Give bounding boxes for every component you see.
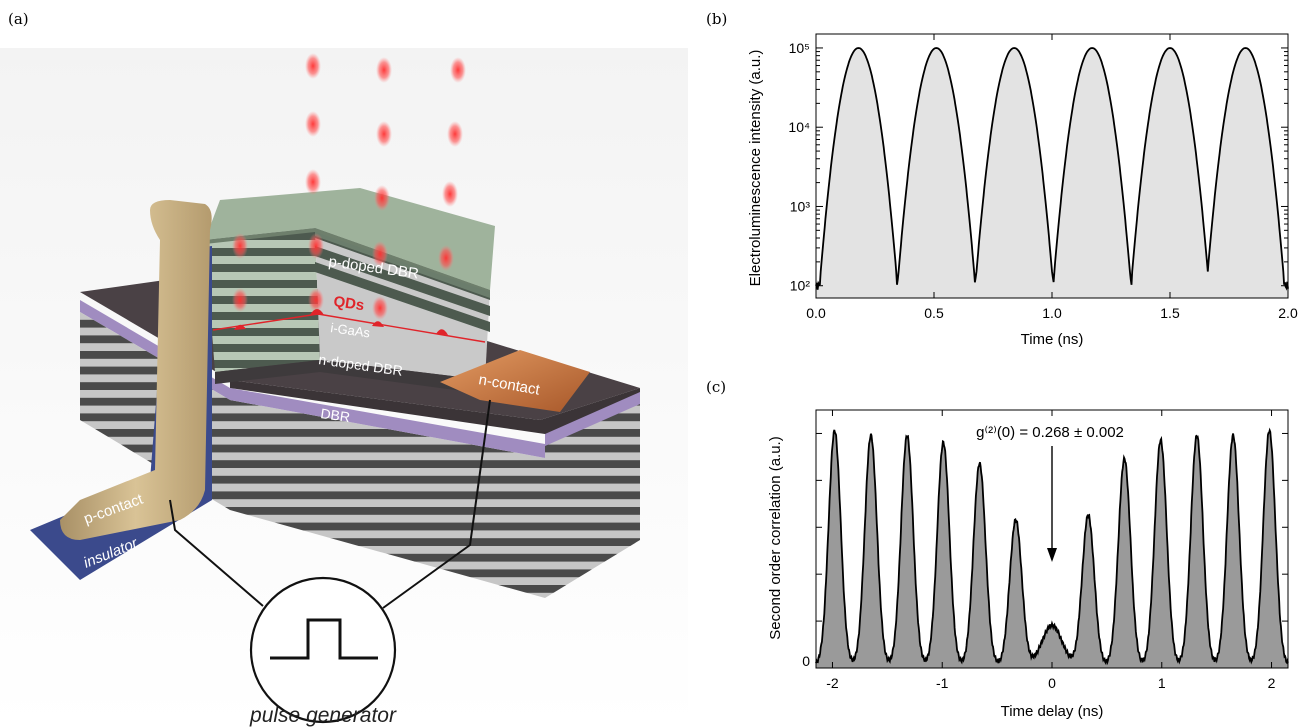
mesa-top-face (205, 188, 495, 290)
x-tick-label: 0.5 (924, 305, 944, 321)
qd-layer-right-line (317, 313, 486, 343)
emission-dot (376, 121, 392, 147)
p-contact-metal (60, 200, 212, 540)
series-b-line (815, 47, 1289, 291)
panel-b-label: (b) (706, 10, 727, 28)
x-tick-label: 1.5 (1160, 305, 1180, 321)
pulse-generator-label: pulse generator (249, 704, 397, 727)
x-tick-label: 2 (1268, 675, 1276, 691)
purple-layer-right (545, 390, 640, 446)
emission-dot (305, 169, 321, 195)
lower-slab-top-edge (230, 380, 640, 434)
series-b-fill (816, 48, 1288, 298)
plot-b-ylabel: Electroluminescence intensity (a.u.) (747, 50, 764, 287)
x-tick-label: -2 (826, 675, 839, 691)
label-i-gaas: i-GaAs (330, 320, 372, 340)
emission-dot (372, 241, 388, 267)
x-tick-label: 1 (1158, 675, 1166, 691)
plot-b-xlabel: Time (ns) (1021, 331, 1084, 348)
plot-c: -2 -1 0 1 2 0 (802, 409, 1289, 691)
quantum-dot (234, 324, 246, 330)
emission-dot (374, 185, 390, 211)
y-tick-label: 10⁴ (788, 119, 810, 135)
panel-c: (c) -2 -1 0 1 2 0 Time delay (ns) Second orde… (706, 378, 1289, 720)
panel-c-label: (c) (706, 378, 726, 396)
plot-b: 0.0 0.5 1.0 1.5 2.0 10² 10³ 10⁴ 10⁵ (788, 33, 1298, 321)
x-tick-label: 0 (1048, 675, 1056, 691)
lower-slab-right-face (545, 400, 640, 598)
mesa-left-face (205, 228, 320, 372)
emission-dot (447, 121, 463, 147)
plot-c-ylabel: Second order correlation (a.u.) (767, 436, 784, 639)
plot-b-ticks: 0.0 0.5 1.0 1.5 2.0 10² 10³ 10⁴ 10⁵ (788, 34, 1298, 321)
emission-dot (232, 233, 248, 259)
plot-c-xlabel: Time delay (ns) (1001, 703, 1104, 720)
qd-layer-left-line (212, 313, 319, 331)
emission-dot (450, 57, 466, 83)
quantum-dot (436, 329, 448, 335)
plot-c-ticks: -2 -1 0 1 2 0 (802, 410, 1288, 691)
quantum-dot (372, 321, 384, 327)
purple-layer-front (230, 388, 545, 458)
mesa-top-edge (205, 228, 490, 292)
y-tick-label: 10² (790, 278, 811, 294)
emission-dots (232, 53, 466, 320)
panel-a: (a) (0, 10, 688, 728)
emission-dot (305, 53, 321, 79)
n-contact-pad (440, 350, 590, 412)
y-tick-label: 0 (802, 653, 810, 669)
emission-dot (442, 181, 458, 207)
x-tick-label: 1.0 (1042, 305, 1062, 321)
emission-dot (308, 233, 324, 259)
annotation-arrow-head (1047, 548, 1057, 562)
emission-dot (438, 245, 454, 271)
pulse-symbol (270, 618, 378, 660)
wire-p (169, 499, 264, 607)
x-tick-label: -1 (936, 675, 949, 691)
panel-a-label: (a) (8, 10, 29, 28)
label-dbr: DBR (320, 405, 352, 425)
label-qds: QDs (332, 293, 365, 314)
g2-annotation: g⁽²⁾(0) = 0.268 ± 0.002 (976, 424, 1124, 441)
emission-dot (232, 288, 248, 312)
emission-dot (376, 57, 392, 83)
mesa-base-edge (215, 360, 485, 392)
x-tick-label: 2.0 (1278, 305, 1298, 321)
mesa-front-band-3 (315, 262, 490, 332)
emission-dot (308, 288, 324, 312)
emission-dot (305, 111, 321, 137)
quantum-dot (310, 309, 324, 315)
wire-n (382, 399, 491, 609)
panel-b: (b) 0.0 0.5 1.0 1.5 2.0 10² 10³ 10⁴ 10⁵ Time (ns… (706, 10, 1298, 348)
mesa-front-band-2 (315, 246, 490, 316)
series-c-line (815, 427, 1289, 666)
x-tick-label: 0.0 (806, 305, 826, 321)
quantum-dots (234, 309, 448, 335)
y-tick-label: 10³ (790, 198, 811, 214)
y-tick-label: 10⁵ (789, 40, 810, 56)
pulse-generator-circle (249, 576, 397, 724)
emission-dot (372, 296, 388, 320)
